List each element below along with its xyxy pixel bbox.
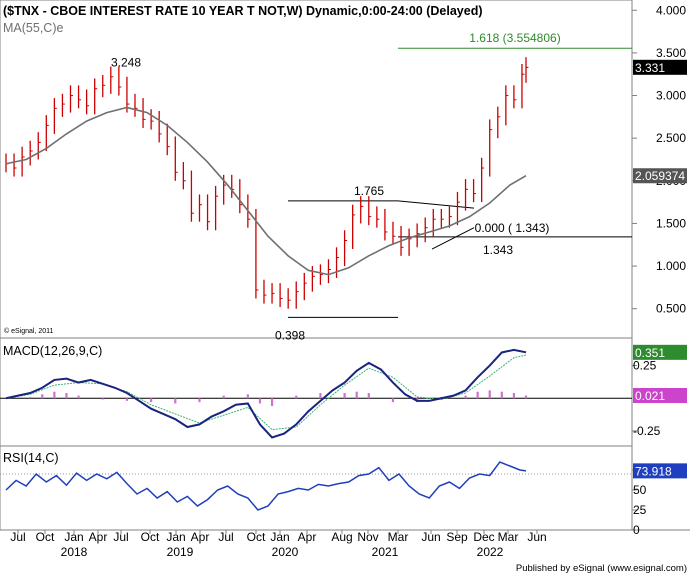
price-series [5, 57, 529, 309]
macd-series [5, 348, 528, 439]
x-tick-label: Aug [331, 530, 352, 544]
price-y-tick-label: 4.000 [656, 3, 686, 17]
x-tick-label: Jul [218, 530, 233, 544]
x-tick-label: Jun [527, 530, 546, 544]
x-tick-label: Apr [191, 530, 210, 544]
ma-value-badge: 2.059374 [635, 169, 685, 183]
histogram-value-badge-bg [633, 387, 687, 403]
x-tick-label: Jan [64, 530, 83, 544]
price-annotation: 0.398 [275, 328, 305, 342]
price-drawings: 1.618 (3.554806) 3.248 1.765 0.398 1.343 0.00… [111, 31, 632, 342]
x-tick-label: Jan [166, 530, 185, 544]
rsi-y-tick-label: 50 [633, 483, 647, 497]
x-tick-label: Dec [473, 530, 494, 544]
x-tick-label: Apr [298, 530, 317, 544]
x-tick-label: Jun [421, 530, 440, 544]
x-year-label: 2019 [167, 545, 194, 559]
price-annotation: 1.343 [483, 243, 513, 257]
macd-value-badge-bg [633, 344, 687, 360]
macd-signal-line [5, 354, 527, 431]
x-year-label: 2022 [477, 545, 504, 559]
price-y-tick-label: 0.500 [656, 302, 686, 316]
ma-line [5, 106, 527, 276]
chart-title: ($TNX - CBOE INTEREST RATE 10 YEAR T NOT… [3, 4, 483, 18]
x-tick-label: Oct [247, 530, 266, 544]
x-tick-label: Mar [498, 530, 519, 544]
x-tick-label: Mar [388, 530, 409, 544]
triangle-upper-line [397, 200, 475, 209]
triangle-lower-line [431, 227, 475, 250]
fib-extension-label: 1.618 (3.554806) [469, 31, 560, 45]
published-by: Published by eSignal (www.esignal.com) [516, 563, 687, 574]
rsi-y-tick-label: 25 [633, 503, 647, 517]
x-tick-label: Jul [10, 530, 25, 544]
macd-panel [0, 337, 633, 447]
rsi-panel [0, 445, 633, 531]
copyright-text: © eSignal, 2011 [4, 327, 54, 335]
x-axis: Jul Oct Jan Apr Jul Oct Jan Apr Jul Oct Jan Apr Aug N… [10, 530, 547, 559]
price-annotation: 0.000 ( 1.343) [475, 221, 550, 235]
price-y-tick-label: 1.500 [656, 216, 686, 230]
x-year-label: 2018 [61, 545, 88, 559]
ma-series [5, 106, 527, 276]
x-tick-label: Jan [270, 530, 289, 544]
x-tick-label: Apr [89, 530, 108, 544]
x-tick-label: Oct [36, 530, 55, 544]
macd-y-tick-label: 0.25 [633, 359, 657, 373]
rsi-line [5, 461, 527, 511]
ma-value-badge-bg [633, 168, 687, 184]
value-badges: 3.331 2.059374 0.351 0.021 73.918 [633, 59, 687, 479]
histogram-value-badge: 0.021 [635, 389, 665, 403]
macd-value-badge: 0.351 [635, 346, 665, 360]
x-year-label: 2020 [272, 545, 299, 559]
macd-title: MACD(12,26,9,C) [3, 344, 102, 358]
price-annotation: 1.765 [354, 184, 384, 198]
ma-legend: MA(55,C)e [3, 21, 63, 35]
price-y-tick-label: 2.500 [656, 131, 686, 145]
last-price-badge-bg [633, 59, 687, 75]
x-tick-label: Oct [141, 530, 160, 544]
x-year-label: 2021 [372, 545, 399, 559]
price-panel [0, 0, 633, 339]
rsi-value-badge-bg [633, 463, 687, 479]
last-price-badge: 3.331 [635, 61, 665, 75]
price-y-tick-label: 3.500 [656, 46, 686, 60]
x-tick-label: Nov [357, 530, 378, 544]
rsi-y-tick-label: 0 [633, 523, 640, 537]
price-y-tick-label: 1.000 [656, 259, 686, 273]
x-tick-label: Sep [446, 530, 468, 544]
macd-y-tick-label: -0.25 [633, 424, 661, 438]
rsi-title: RSI(14,C) [3, 451, 59, 465]
x-tick-label: Jul [113, 530, 128, 544]
rsi-series [5, 461, 527, 511]
price-y-tick-label: 3.000 [656, 89, 686, 103]
macd-line [5, 348, 527, 439]
rsi-value-badge: 73.918 [635, 464, 672, 478]
price-annotation: 3.248 [111, 55, 141, 69]
